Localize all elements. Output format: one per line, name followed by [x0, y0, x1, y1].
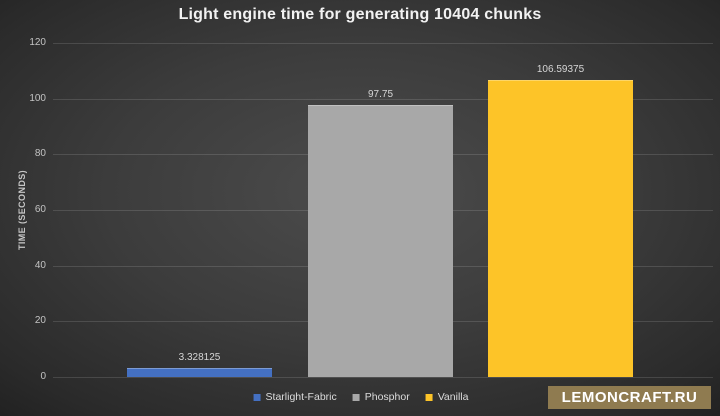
chart-title: Light engine time for generating 10404 c…: [178, 6, 542, 23]
legend-label-phosphor: Phosphor: [364, 391, 410, 403]
gridline-y-100: [53, 99, 713, 100]
legend-label-starlight-fabric: Starlight-Fabric: [265, 391, 337, 403]
bar-value-label-phosphor: 97.75: [367, 88, 394, 100]
watermark: LEMONCRAFT.RU: [548, 386, 711, 409]
legend-marker-starlight-fabric: [253, 393, 261, 401]
gridline-y-120: [53, 43, 713, 44]
legend-marker-vanilla: [425, 393, 433, 401]
y-tick-label: 120: [29, 37, 46, 48]
y-tick-label: 20: [34, 315, 46, 326]
y-tick-label: 80: [34, 148, 46, 159]
bar-phosphor: [308, 104, 453, 377]
legend: Starlight-Fabric Phosphor Vanilla: [253, 391, 469, 403]
y-tick-label: 60: [34, 204, 46, 215]
legend-item-phosphor: Phosphor: [352, 391, 410, 403]
legend-item-vanilla: Vanilla: [425, 391, 469, 403]
bar-value-label-vanilla: 106.59375: [536, 64, 585, 76]
bar-starlight-fabric: [127, 367, 272, 377]
legend-marker-phosphor: [352, 393, 360, 401]
y-tick-label: 0: [40, 371, 46, 382]
legend-item-starlight-fabric: Starlight-Fabric: [253, 391, 337, 403]
bar-value-label-starlight-fabric: 3.328125: [178, 351, 221, 363]
y-tick-label: 40: [34, 260, 46, 271]
legend-label-vanilla: Vanilla: [437, 391, 469, 403]
bar-vanilla: [488, 80, 633, 377]
gridline-y-0: [53, 377, 713, 378]
y-tick-label: 100: [29, 93, 46, 104]
